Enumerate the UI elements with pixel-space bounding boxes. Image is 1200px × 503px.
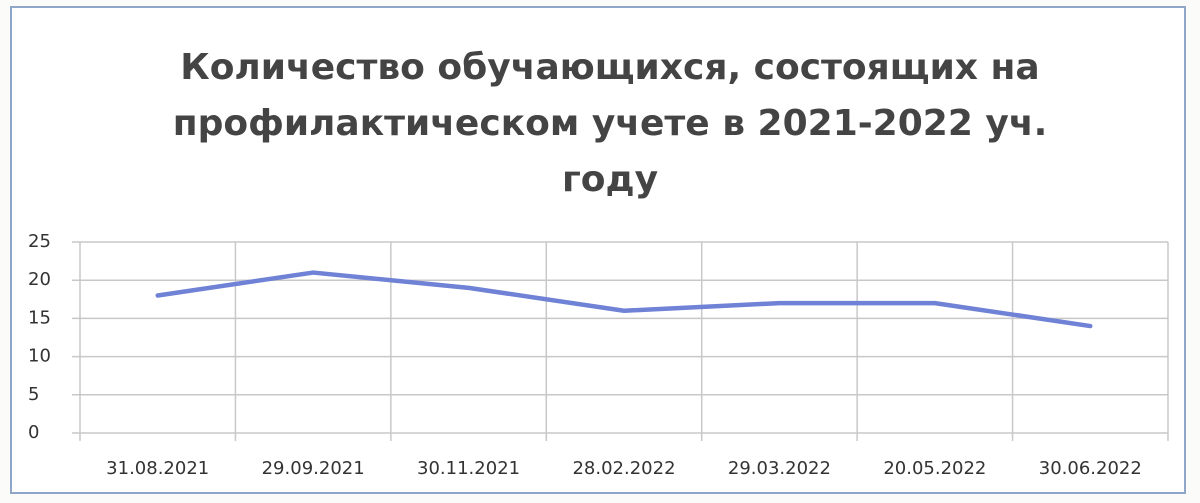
- y-tick-label: 10: [28, 346, 51, 367]
- y-tick-label: 5: [28, 384, 39, 405]
- x-tick-label: 28.02.2022: [572, 458, 675, 479]
- y-tick-label: 15: [28, 307, 51, 328]
- x-tick-label: 29.09.2021: [262, 458, 365, 479]
- x-tick-label: 30.06.2022: [1039, 458, 1142, 479]
- y-tick-label: 0: [28, 422, 39, 443]
- x-tick-label: 31.08.2021: [106, 458, 209, 479]
- x-tick-label: 29.03.2022: [728, 458, 831, 479]
- y-tick-label: 25: [28, 231, 51, 252]
- chart-frame: [10, 6, 1186, 494]
- x-tick-label: 30.11.2021: [417, 458, 520, 479]
- x-tick-label: 20.05.2022: [883, 458, 986, 479]
- data-line: [155, 270, 1093, 329]
- y-tick-label: 20: [28, 269, 51, 290]
- chart-title: Количество обучающихся, состоящих на про…: [172, 47, 1048, 200]
